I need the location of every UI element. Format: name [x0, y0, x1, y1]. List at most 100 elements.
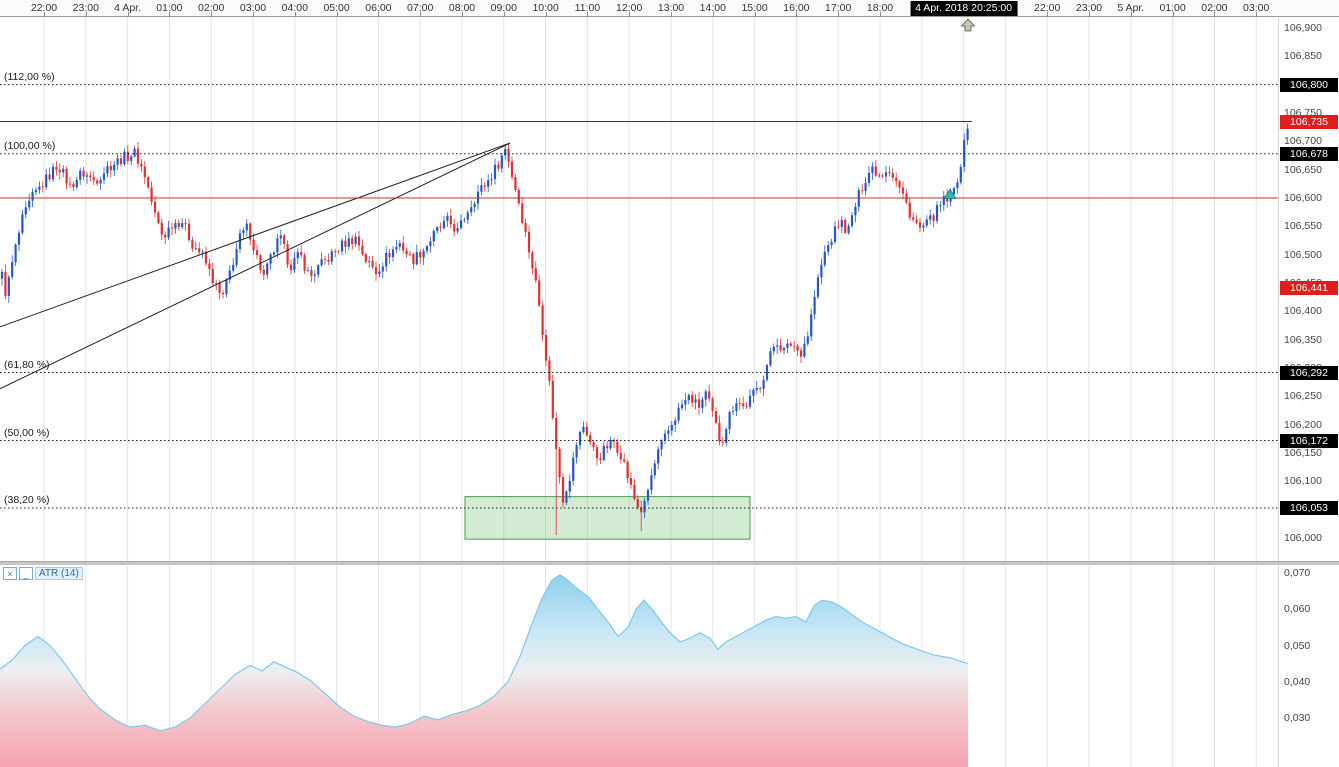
candle-body: [436, 227, 439, 232]
candle-body: [572, 457, 575, 481]
candle-body: [490, 179, 493, 181]
candle-body: [289, 264, 293, 271]
candle-body: [602, 445, 605, 460]
candle-body: [653, 463, 656, 476]
fibonacci-level-lines[interactable]: [0, 84, 1278, 509]
candle-body: [473, 203, 476, 208]
price-axis[interactable]: 106,900106,850106,800106,750106,700106,6…: [1278, 0, 1339, 767]
candle-body: [0, 271, 4, 279]
candle-body: [629, 478, 633, 485]
candle-body: [874, 166, 877, 176]
candle-body: [725, 429, 728, 443]
candle-body: [157, 212, 160, 224]
time-label: 13:00: [657, 2, 685, 14]
candle-body: [85, 175, 89, 177]
time-tick: [44, 12, 45, 16]
candle-body: [408, 254, 412, 255]
candle-body: [415, 251, 418, 265]
candle-body: [453, 224, 456, 232]
candle-body: [38, 186, 41, 190]
candle-body: [687, 395, 690, 401]
candle-body: [721, 441, 724, 443]
candle-body: [357, 236, 361, 246]
candle-body: [514, 176, 517, 190]
candle-body: [238, 233, 242, 250]
panel-divider[interactable]: [0, 561, 1339, 565]
candle-body: [493, 164, 497, 180]
candle-body: [62, 168, 65, 173]
candle-body: [266, 263, 269, 275]
candle-body: [164, 234, 167, 238]
candle-body: [646, 490, 650, 501]
time-tick: [462, 12, 463, 16]
candle-body: [898, 181, 901, 188]
candle-body: [827, 245, 830, 252]
candle-body: [714, 411, 718, 423]
atr-canvas[interactable]: [0, 565, 1278, 767]
candle-body: [395, 246, 398, 250]
candle-body: [133, 148, 136, 157]
candle-body: [616, 441, 619, 453]
candle-body: [565, 491, 568, 503]
candle-body: [208, 263, 211, 269]
time-label: 16:00: [783, 2, 810, 14]
time-label: 09:00: [490, 2, 517, 14]
price-tick-label: 106,650: [1284, 163, 1322, 176]
candle-body: [524, 223, 527, 232]
time-tick: [880, 12, 881, 16]
price-badge: 106,800: [1280, 77, 1338, 92]
candle-body: [381, 266, 384, 272]
time-label: 07:00: [407, 2, 434, 14]
candle-body: [218, 283, 221, 293]
current-time-badge: 4 Apr. 2018 20:25:00: [910, 1, 1018, 16]
time-tick: [1089, 12, 1090, 16]
candle-body: [738, 403, 741, 404]
candle-body: [813, 296, 816, 315]
atr-indicator-panel[interactable]: × _ ATR (14): [0, 565, 1278, 767]
time-tick: [378, 12, 380, 16]
candle-body: [347, 238, 350, 247]
price-tick-label: 106,350: [1284, 333, 1322, 346]
candle-body: [126, 151, 129, 161]
candle-body: [697, 399, 701, 408]
price-chart-canvas[interactable]: [0, 17, 1278, 562]
time-tick: [85, 12, 87, 16]
time-label: 05:00: [323, 2, 350, 14]
price-badge: 106,292: [1280, 365, 1338, 380]
fibonacci-label: (61,80 %): [4, 358, 50, 371]
candle-body: [425, 246, 429, 251]
fibonacci-label: (50,00 %): [4, 426, 50, 439]
candle-body: [935, 205, 939, 221]
candle-body: [833, 226, 837, 243]
time-label: 01:00: [1159, 2, 1186, 14]
candle-body: [388, 252, 391, 258]
candle-body: [354, 236, 357, 245]
price-chart-panel[interactable]: (112,00 %) (100,00 %) (61,80 %) (50,00 %) (3…: [0, 17, 1278, 562]
candle-body: [459, 220, 463, 229]
atr-collapse-button[interactable]: _: [19, 567, 33, 580]
time-tick: [336, 12, 338, 16]
candle-body: [92, 177, 95, 181]
fibonacci-label: (112,00 %): [4, 70, 55, 83]
atr-indicator-label[interactable]: ATR (14): [35, 567, 83, 580]
support-zone-rectangle[interactable]: [464, 496, 751, 540]
candle-body: [269, 254, 272, 264]
candle-body: [854, 206, 857, 216]
candle-body: [497, 164, 500, 169]
atr-close-button[interactable]: ×: [3, 567, 17, 580]
grid-lines: [43, 17, 1257, 562]
candle-body: [96, 180, 99, 184]
candle-body: [759, 387, 762, 389]
candle-body: [861, 190, 864, 192]
candle-body: [14, 244, 17, 263]
candle-body: [939, 205, 942, 206]
candle-body: [242, 230, 245, 234]
time-axis[interactable]: 22:00 23:00 4 Apr. 01:00 02:00 03:00 04:00 05:0…: [0, 0, 1339, 17]
trend-lines[interactable]: [0, 142, 511, 391]
support-zone: [464, 496, 751, 540]
candle-body: [612, 439, 616, 442]
candle-body: [674, 420, 677, 425]
candle-body: [51, 166, 55, 180]
candle-body: [932, 215, 935, 221]
candle-body: [568, 480, 571, 492]
